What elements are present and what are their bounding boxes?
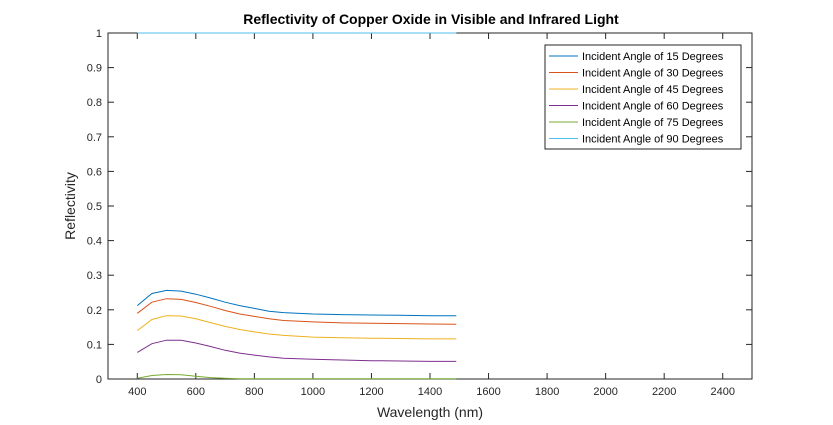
x-tick-label: 2000: [593, 386, 617, 398]
x-tick-label: 1800: [535, 386, 559, 398]
y-tick-label: 0: [96, 374, 102, 386]
y-tick-label: 0.3: [87, 270, 102, 282]
y-axis-label: Reflectivity: [62, 172, 78, 240]
y-tick-label: 0.9: [87, 63, 102, 75]
y-axis: 0 0.1 0.2 0.3 0.4 0.5 0.6 0.7 0.8 0.9 1: [87, 28, 752, 386]
y-tick-label: 0.8: [87, 97, 102, 109]
y-tick-label: 0.4: [87, 236, 102, 248]
x-tick-label: 600: [187, 386, 205, 398]
legend-label-5: Incident Angle of 75 Degrees: [582, 117, 724, 129]
series-line-5: [137, 373, 457, 380]
y-tick-label: 0.2: [87, 305, 102, 317]
series-line-3: [136, 315, 457, 340]
legend-label-4: Incident Angle of 60 Degrees: [582, 101, 724, 113]
y-tick-label: 0.7: [87, 132, 102, 144]
legend: Incident Angle of 15 Degrees Incident Ang…: [544, 44, 742, 150]
x-tick-label: 1400: [418, 386, 442, 398]
x-tick-label: 1000: [301, 386, 325, 398]
chart-title: Reflectivity of Copper Oxide in Visible …: [243, 11, 619, 27]
x-axis-label: Wavelength (nm): [377, 404, 483, 420]
x-tick-label: 2400: [710, 386, 734, 398]
legend-label-2: Incident Angle of 30 Degrees: [582, 68, 724, 80]
series-line-2: [136, 298, 457, 325]
legend-box: [544, 44, 742, 150]
legend-label-1: Incident Angle of 15 Degrees: [582, 51, 724, 63]
legend-label-6: Incident Angle of 90 Degrees: [582, 134, 724, 146]
x-tick-label: 1600: [476, 386, 500, 398]
series-lines: [136, 32, 457, 380]
x-tick-label: 400: [128, 386, 146, 398]
y-tick-label: 1: [96, 28, 102, 40]
x-axis: 400 600 800 1000 1200 1400 1600 1800 2000 2200 240…: [128, 33, 735, 398]
y-tick-label: 0.5: [87, 201, 102, 213]
x-tick-label: 2200: [652, 386, 676, 398]
x-tick-label: 800: [245, 386, 263, 398]
series-line-4: [137, 339, 457, 362]
y-tick-label: 0.1: [87, 339, 102, 351]
series-line-1: [136, 289, 457, 317]
y-tick-label: 0.6: [87, 166, 102, 178]
legend-label-3: Incident Angle of 45 Degrees: [582, 84, 724, 96]
x-tick-label: 1200: [359, 386, 383, 398]
